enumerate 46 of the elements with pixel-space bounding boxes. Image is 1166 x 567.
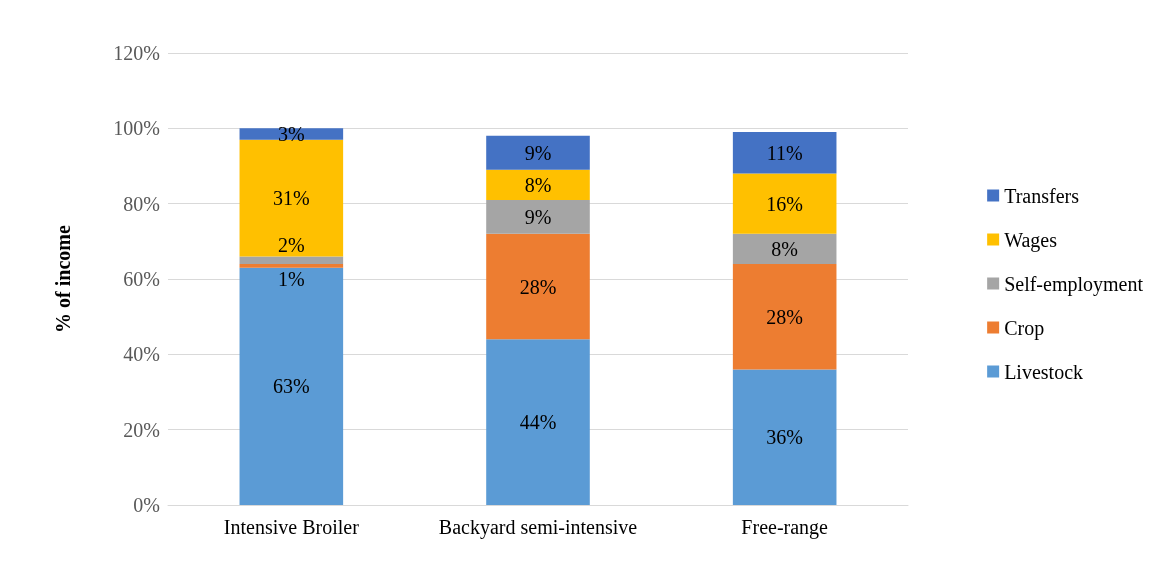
bar [732,263,837,370]
data-label: 28% [519,275,557,298]
y-tick-label: 100% [113,117,160,140]
data-label: 11% [766,141,803,164]
bar [239,267,344,505]
bar [239,256,344,264]
bar [239,128,344,140]
data-label: 8% [524,173,552,196]
data-label: 16% [766,192,803,215]
legend-label: Self-employment [1004,272,1144,296]
bar [732,233,837,264]
legend-label: Wages [1004,228,1058,252]
data-label: 44% [519,411,557,434]
data-label: 2% [278,234,305,257]
legend-label: Transfers [1004,184,1080,207]
x-tick-label: Intensive Broiler [223,516,360,538]
bar [239,139,344,257]
bar [486,199,590,234]
y-tick-label: 60% [123,268,160,290]
y-tick-label: 80% [123,192,160,215]
x-tick-label: Free-range [741,516,829,539]
data-label: 3% [278,122,305,145]
data-label: 36% [766,426,803,449]
y-tick-label: 0% [133,494,160,516]
data-label: 9% [524,141,552,164]
data-label: 1% [278,267,305,290]
bar [486,135,590,170]
bar [486,339,590,505]
bar [732,132,837,174]
bar [732,369,837,505]
y-tick-label: 20% [123,418,160,441]
y-tick-label: 40% [123,343,160,366]
bar [239,263,344,268]
y-axis-title: % of income [52,225,74,333]
data-label: 9% [524,205,552,228]
x-tick-label: Backyard semi-intensive [438,516,638,539]
data-label: 31% [273,187,310,210]
legend-label: Crop [1004,316,1045,340]
legend-label: Livestock [1004,360,1084,383]
bar [486,233,590,340]
y-tick-label: 120% [113,42,160,64]
data-label: 28% [766,305,803,328]
data-label: 8% [771,237,798,260]
bar [732,173,837,234]
bar [486,169,590,200]
data-label: 63% [273,375,310,398]
